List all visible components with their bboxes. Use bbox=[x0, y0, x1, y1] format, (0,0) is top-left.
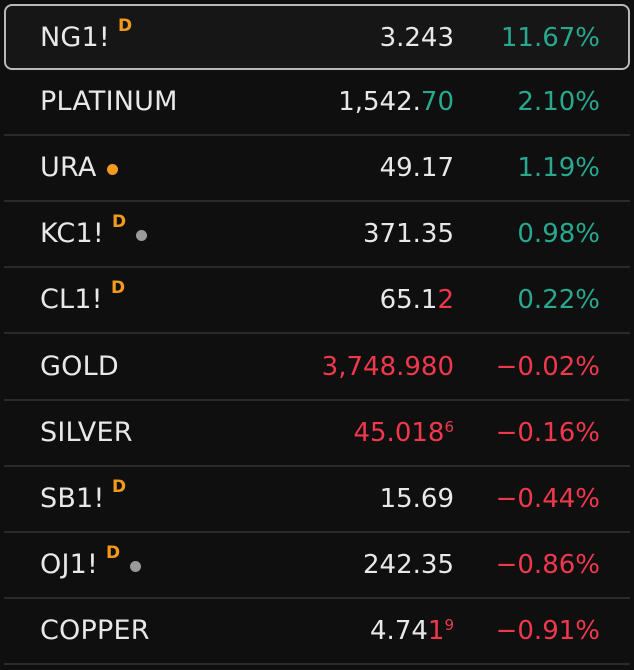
symbol-label: SILVER bbox=[40, 417, 133, 448]
percent-change: 2.10% bbox=[517, 87, 600, 117]
price-fractional-digit: 6 bbox=[444, 418, 454, 436]
price-main: 4.74 bbox=[370, 616, 428, 646]
watchlist-row-cl1[interactable]: CL1! D 65.12 0.22% bbox=[4, 268, 630, 334]
delayed-data-badge: D bbox=[111, 278, 126, 298]
last-price: 15.69 bbox=[380, 467, 454, 531]
price-main: 3.243 bbox=[379, 23, 454, 53]
last-price: 242.35 bbox=[363, 533, 454, 597]
symbol-label: PLATINUM bbox=[40, 86, 178, 117]
price-changed-digits: 1 bbox=[427, 616, 445, 646]
price-changed-digits: 2 bbox=[437, 285, 454, 315]
symbol-label: NG1! bbox=[40, 22, 110, 53]
percent-change: −0.02% bbox=[495, 352, 600, 382]
percent-change: 11.67% bbox=[500, 23, 600, 53]
watchlist-row-platinum[interactable]: PLATINUM 1,542.70 2.10% bbox=[4, 70, 630, 136]
watchlist-row-gold[interactable]: GOLD 3,748.980 −0.02% bbox=[4, 335, 630, 401]
delayed-data-badge: D bbox=[118, 16, 133, 36]
last-price: 371.35 bbox=[363, 202, 454, 266]
price-main: 1,542. bbox=[338, 87, 421, 117]
watchlist-row-ng1[interactable]: NG1! D 3.243 11.67% bbox=[4, 4, 630, 70]
watchlist-row-sb1[interactable]: SB1! D 15.69 −0.44% bbox=[4, 467, 630, 533]
percent-change: −0.86% bbox=[495, 550, 600, 580]
price-main: 3,748.980 bbox=[321, 352, 454, 382]
percent-change: −0.16% bbox=[495, 418, 600, 448]
percent-change: −0.44% bbox=[495, 484, 600, 514]
price-main: 242.35 bbox=[363, 550, 454, 580]
last-price: 1,542.70 bbox=[338, 70, 454, 134]
market-closed-dot-icon bbox=[136, 230, 147, 241]
price-changed-digits: 70 bbox=[420, 87, 454, 117]
watchlist-row-oj1[interactable]: OJ1! D 242.35 −0.86% bbox=[4, 533, 630, 599]
symbol-label: SB1! bbox=[40, 483, 105, 514]
delayed-data-badge: D bbox=[106, 543, 121, 563]
watchlist-row-copper[interactable]: COPPER 4.7419 −0.91% bbox=[4, 599, 630, 665]
price-main: 45.018 bbox=[353, 418, 445, 448]
last-price: 65.12 bbox=[380, 268, 454, 332]
market-status-dot-icon bbox=[107, 164, 118, 175]
watchlist-row-kc1[interactable]: KC1! D 371.35 0.98% bbox=[4, 202, 630, 268]
delayed-data-badge: D bbox=[112, 477, 127, 497]
last-price: 3,748.980 bbox=[322, 335, 454, 399]
market-closed-dot-icon bbox=[130, 561, 141, 572]
symbol-label: KC1! bbox=[40, 218, 104, 249]
percent-change: −0.91% bbox=[495, 616, 600, 646]
price-main: 49.17 bbox=[379, 153, 454, 183]
percent-change: 0.22% bbox=[517, 285, 600, 315]
price-main: 65.1 bbox=[379, 285, 438, 315]
delayed-data-badge: D bbox=[112, 212, 127, 232]
symbol-label: COPPER bbox=[40, 615, 150, 646]
watchlist-row-ura[interactable]: URA 49.17 1.19% bbox=[4, 136, 630, 202]
watchlist-row-silver[interactable]: SILVER 45.0186 −0.16% bbox=[4, 401, 630, 467]
last-price: 45.0186 bbox=[353, 401, 454, 465]
price-main: 15.69 bbox=[379, 484, 454, 514]
symbol-label: URA bbox=[40, 152, 97, 183]
symbol-label: OJ1! bbox=[40, 549, 99, 580]
percent-change: 1.19% bbox=[517, 153, 600, 183]
last-price: 4.7419 bbox=[370, 599, 454, 663]
percent-change: 0.98% bbox=[517, 219, 600, 249]
symbol-label: CL1! bbox=[40, 284, 103, 315]
price-main: 371.35 bbox=[363, 219, 454, 249]
price-fractional-digit: 9 bbox=[444, 616, 454, 634]
last-price: 49.17 bbox=[380, 136, 454, 200]
symbol-label: GOLD bbox=[40, 351, 119, 382]
last-price: 3.243 bbox=[380, 6, 454, 70]
